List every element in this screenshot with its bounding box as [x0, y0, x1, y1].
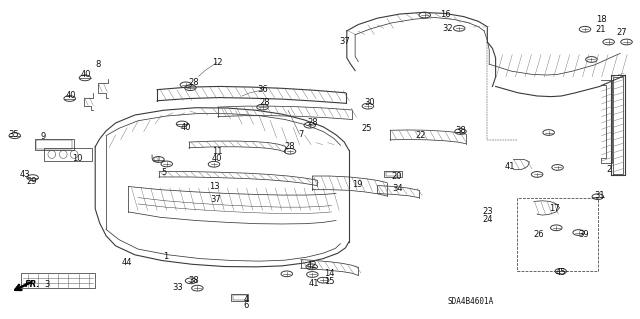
Text: 15: 15 — [324, 277, 335, 286]
Text: 13: 13 — [209, 182, 220, 191]
Text: 41: 41 — [504, 162, 515, 171]
Text: 28: 28 — [285, 142, 295, 151]
Text: 8: 8 — [96, 60, 101, 69]
Text: 24: 24 — [482, 215, 493, 224]
Text: 16: 16 — [440, 11, 451, 19]
Bar — [21, 273, 95, 288]
Text: SDA4B4601A: SDA4B4601A — [448, 297, 494, 306]
Text: 20: 20 — [392, 173, 402, 182]
Text: 34: 34 — [392, 184, 403, 193]
Text: 29: 29 — [26, 177, 36, 186]
Text: 9: 9 — [41, 132, 46, 141]
Bar — [36, 140, 72, 149]
Text: 11: 11 — [212, 147, 223, 156]
Text: 32: 32 — [442, 24, 453, 33]
Text: 28: 28 — [308, 117, 318, 127]
Text: 35: 35 — [8, 130, 19, 139]
Bar — [44, 148, 92, 161]
Text: 12: 12 — [212, 58, 223, 67]
Text: 26: 26 — [534, 230, 545, 239]
Text: 22: 22 — [415, 131, 426, 140]
Text: 7: 7 — [298, 130, 303, 138]
Text: 43: 43 — [20, 170, 30, 179]
Text: 40: 40 — [81, 70, 91, 79]
Text: 28: 28 — [188, 78, 199, 87]
Text: 25: 25 — [362, 124, 372, 133]
Text: 28: 28 — [259, 98, 269, 107]
Text: 44: 44 — [122, 258, 132, 267]
Text: 40: 40 — [211, 154, 222, 163]
Bar — [230, 294, 248, 301]
Text: 6: 6 — [244, 301, 249, 310]
Text: FR.: FR. — [25, 280, 40, 289]
Text: 10: 10 — [72, 154, 83, 163]
Text: 21: 21 — [596, 25, 606, 34]
Text: 18: 18 — [596, 15, 606, 24]
Text: 27: 27 — [617, 28, 627, 37]
Bar — [232, 295, 246, 300]
Text: 4: 4 — [244, 295, 249, 304]
Bar — [384, 171, 402, 177]
Text: 30: 30 — [364, 98, 374, 107]
Bar — [516, 198, 598, 271]
Text: 39: 39 — [579, 230, 589, 239]
Text: 38: 38 — [188, 276, 199, 285]
Bar — [35, 139, 74, 150]
Text: 19: 19 — [352, 181, 362, 189]
Text: 38: 38 — [455, 126, 466, 135]
Text: 5: 5 — [161, 168, 166, 177]
Text: 3: 3 — [45, 279, 50, 288]
Bar — [386, 172, 400, 176]
Text: 17: 17 — [549, 204, 560, 212]
Text: 45: 45 — [556, 268, 566, 277]
Text: 23: 23 — [482, 207, 493, 216]
Text: 37: 37 — [340, 38, 350, 47]
Text: 33: 33 — [172, 283, 183, 292]
Text: 40: 40 — [66, 92, 76, 100]
Text: 41: 41 — [308, 279, 319, 288]
Text: 14: 14 — [324, 269, 335, 278]
Text: 40: 40 — [180, 123, 191, 132]
Text: 31: 31 — [595, 190, 605, 200]
Text: 42: 42 — [307, 261, 317, 271]
Text: 37: 37 — [211, 195, 221, 204]
Text: 2: 2 — [607, 165, 612, 174]
Text: 36: 36 — [257, 85, 268, 94]
Text: 1: 1 — [163, 252, 168, 261]
